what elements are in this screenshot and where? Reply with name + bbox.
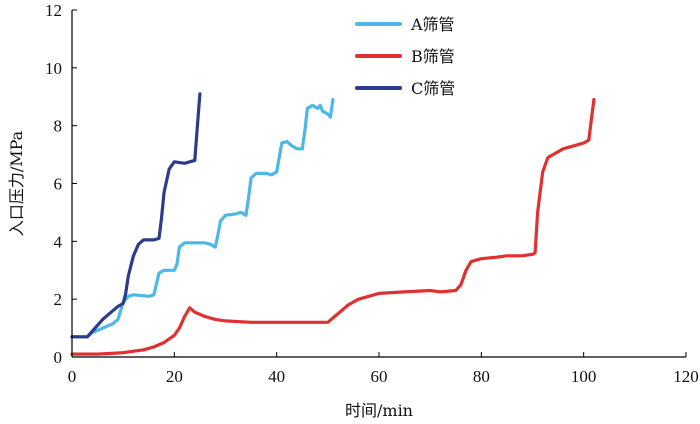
x-tick-label: 60 [371,367,388,386]
x-tick-label: 0 [68,367,77,386]
legend-label-3: C筛管 [411,79,455,98]
x-tick-label: 80 [473,367,490,386]
legend: A筛管 B筛管 C筛管 [355,15,455,98]
y-tick-label: 6 [54,175,63,194]
x-axis-label: 时间/min [345,401,413,420]
series-line-1 [70,98,335,339]
legend-label-1: A筛管 [410,15,455,34]
x-tick-label: 100 [571,367,597,386]
y-tick-label: 4 [54,232,63,251]
y-tick-label: 0 [54,348,63,367]
y-tick-label: 2 [54,290,63,309]
y-tick-label: 12 [45,1,62,20]
y-tick-label: 10 [45,59,62,78]
x-tick-label: 20 [166,367,183,386]
series-line-2 [70,98,596,356]
y-axis-label: 入口压力/MPa [7,130,26,236]
series-line-3 [70,92,202,339]
tick-labels: 0 20 40 60 80 100 120 0 2 4 6 8 10 12 [45,1,699,386]
series-layer [70,92,596,356]
legend-label-2: B筛管 [411,47,455,66]
y-tick-label: 8 [54,117,63,136]
x-tick-label: 120 [673,367,699,386]
x-tick-label: 40 [268,367,285,386]
axes [71,9,687,358]
